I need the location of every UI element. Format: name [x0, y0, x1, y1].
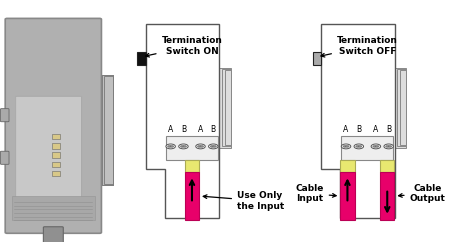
- Bar: [313, 52, 321, 65]
- Circle shape: [346, 145, 349, 147]
- Circle shape: [384, 144, 393, 149]
- Bar: [52, 162, 60, 167]
- Circle shape: [343, 145, 346, 147]
- Circle shape: [210, 145, 214, 147]
- Bar: [341, 136, 393, 160]
- Circle shape: [183, 145, 186, 147]
- Bar: [12, 196, 95, 220]
- Circle shape: [170, 145, 173, 147]
- Bar: [100, 75, 113, 185]
- Bar: [222, 69, 231, 146]
- Text: Cable
Input: Cable Input: [295, 184, 336, 203]
- Bar: [137, 52, 146, 65]
- Bar: [394, 68, 407, 148]
- Bar: [219, 68, 231, 148]
- Circle shape: [179, 144, 188, 149]
- Bar: [52, 134, 60, 139]
- Circle shape: [196, 144, 205, 149]
- Circle shape: [166, 144, 175, 149]
- Circle shape: [371, 144, 381, 149]
- Bar: [400, 70, 406, 145]
- Circle shape: [373, 145, 376, 147]
- Bar: [340, 172, 355, 220]
- FancyBboxPatch shape: [16, 96, 82, 204]
- Polygon shape: [321, 24, 394, 218]
- Circle shape: [388, 145, 392, 147]
- Text: B: B: [181, 125, 186, 134]
- FancyBboxPatch shape: [5, 18, 101, 233]
- Bar: [225, 70, 231, 145]
- Circle shape: [341, 144, 351, 149]
- Text: Termination
Switch ON: Termination Switch ON: [146, 36, 222, 57]
- Text: B: B: [356, 125, 361, 134]
- Circle shape: [354, 144, 364, 149]
- Bar: [52, 171, 60, 176]
- Bar: [397, 69, 407, 146]
- Polygon shape: [146, 24, 219, 218]
- Text: A: A: [198, 125, 203, 134]
- Text: A: A: [343, 125, 349, 134]
- Text: Cable
Output: Cable Output: [399, 184, 446, 203]
- FancyBboxPatch shape: [0, 109, 9, 122]
- Bar: [52, 152, 60, 158]
- Circle shape: [181, 145, 184, 147]
- Text: B: B: [386, 125, 391, 134]
- Circle shape: [200, 145, 203, 147]
- Bar: [380, 160, 394, 172]
- Bar: [185, 172, 199, 220]
- Bar: [380, 172, 394, 220]
- Text: B: B: [211, 125, 216, 134]
- Circle shape: [209, 144, 218, 149]
- Circle shape: [375, 145, 379, 147]
- Text: A: A: [168, 125, 173, 134]
- Bar: [104, 76, 113, 184]
- Circle shape: [358, 145, 362, 147]
- Circle shape: [168, 145, 171, 147]
- FancyBboxPatch shape: [44, 227, 64, 242]
- FancyBboxPatch shape: [0, 151, 9, 164]
- Bar: [52, 143, 60, 149]
- Circle shape: [356, 145, 359, 147]
- Circle shape: [198, 145, 201, 147]
- Text: Use Only
the Input: Use Only the Input: [203, 191, 284, 211]
- Bar: [185, 160, 199, 172]
- Circle shape: [213, 145, 216, 147]
- Bar: [166, 136, 218, 160]
- Circle shape: [386, 145, 389, 147]
- Bar: [102, 76, 113, 185]
- Text: Termination
Switch OFF: Termination Switch OFF: [321, 36, 398, 57]
- Text: A: A: [373, 125, 379, 134]
- Bar: [340, 160, 355, 172]
